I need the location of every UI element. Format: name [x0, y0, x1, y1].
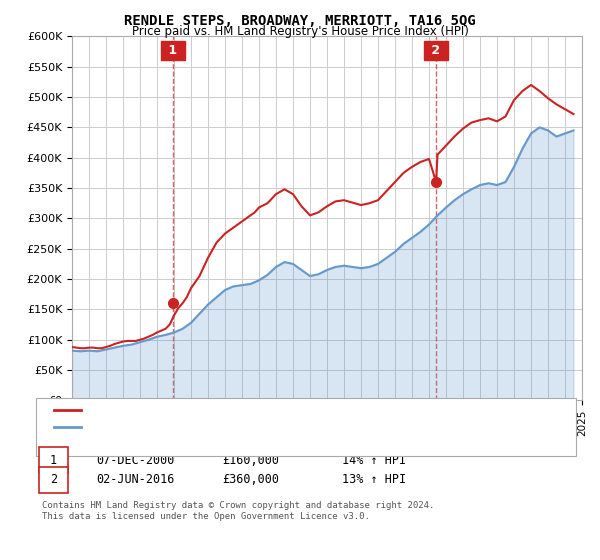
Text: 2: 2	[50, 473, 57, 487]
Text: £360,000: £360,000	[222, 473, 279, 487]
Text: 13% ↑ HPI: 13% ↑ HPI	[342, 473, 406, 487]
Text: 1: 1	[164, 44, 181, 57]
Text: RENDLE STEPS, BROADWAY, MERRIOTT, TA16 5QG (detached house): RENDLE STEPS, BROADWAY, MERRIOTT, TA16 5…	[84, 405, 453, 415]
Text: 07-DEC-2000: 07-DEC-2000	[96, 454, 175, 467]
Text: 14% ↑ HPI: 14% ↑ HPI	[342, 454, 406, 467]
Text: 02-JUN-2016: 02-JUN-2016	[96, 473, 175, 487]
Text: £160,000: £160,000	[222, 454, 279, 467]
Text: 1: 1	[50, 454, 57, 467]
Text: HPI: Average price, detached house, Somerset: HPI: Average price, detached house, Some…	[84, 422, 359, 432]
Text: RENDLE STEPS, BROADWAY, MERRIOTT, TA16 5QG: RENDLE STEPS, BROADWAY, MERRIOTT, TA16 5…	[124, 14, 476, 28]
Text: Price paid vs. HM Land Registry's House Price Index (HPI): Price paid vs. HM Land Registry's House …	[131, 25, 469, 38]
Text: Contains HM Land Registry data © Crown copyright and database right 2024.
This d: Contains HM Land Registry data © Crown c…	[42, 501, 434, 521]
Text: 2: 2	[427, 44, 445, 57]
